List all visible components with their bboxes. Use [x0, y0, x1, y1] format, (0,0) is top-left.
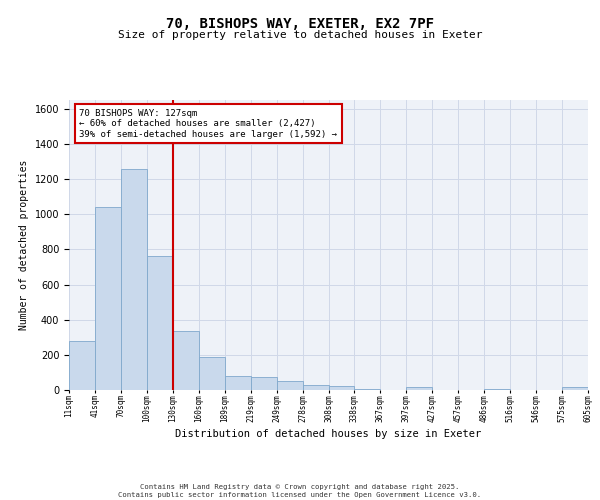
Bar [406, 388, 432, 390]
Bar [95, 207, 121, 390]
Bar [277, 381, 302, 390]
Bar [173, 331, 199, 390]
Bar [121, 168, 147, 390]
Bar [355, 389, 380, 390]
Bar [329, 386, 355, 390]
Y-axis label: Number of detached properties: Number of detached properties [19, 160, 29, 330]
Text: 70, BISHOPS WAY, EXETER, EX2 7PF: 70, BISHOPS WAY, EXETER, EX2 7PF [166, 18, 434, 32]
X-axis label: Distribution of detached houses by size in Exeter: Distribution of detached houses by size … [175, 429, 482, 439]
Bar [484, 389, 510, 390]
Bar [199, 356, 224, 390]
Bar [147, 256, 173, 390]
Text: Size of property relative to detached houses in Exeter: Size of property relative to detached ho… [118, 30, 482, 40]
Bar [69, 341, 95, 390]
Bar [302, 384, 329, 390]
Text: 70 BISHOPS WAY: 127sqm
← 60% of detached houses are smaller (2,427)
39% of semi-: 70 BISHOPS WAY: 127sqm ← 60% of detached… [79, 108, 337, 138]
Bar [251, 377, 277, 390]
Bar [225, 376, 251, 390]
Text: Contains HM Land Registry data © Crown copyright and database right 2025.
Contai: Contains HM Land Registry data © Crown c… [118, 484, 482, 498]
Bar [562, 388, 588, 390]
